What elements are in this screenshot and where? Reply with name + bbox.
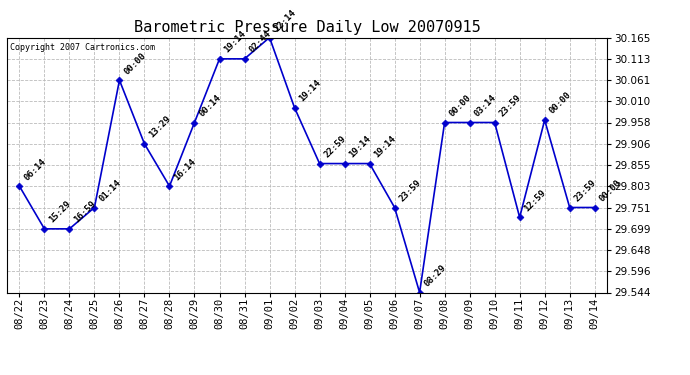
- Text: 02:44: 02:44: [247, 29, 273, 55]
- Text: 22:14: 22:14: [273, 8, 297, 33]
- Text: 03:14: 03:14: [473, 93, 497, 118]
- Text: 15:29: 15:29: [47, 200, 72, 225]
- Text: 06:14: 06:14: [22, 157, 48, 182]
- Text: 08:29: 08:29: [422, 263, 448, 288]
- Text: 01:14: 01:14: [97, 178, 123, 203]
- Text: 22:59: 22:59: [322, 134, 348, 159]
- Text: 00:14: 00:14: [197, 93, 223, 118]
- Text: 23:59: 23:59: [397, 178, 423, 203]
- Text: 12:59: 12:59: [522, 188, 548, 213]
- Text: 00:00: 00:00: [122, 51, 148, 76]
- Text: Copyright 2007 Cartronics.com: Copyright 2007 Cartronics.com: [10, 43, 155, 52]
- Text: 16:14: 16:14: [172, 157, 197, 182]
- Text: 00:00: 00:00: [447, 93, 473, 118]
- Text: 23:59: 23:59: [497, 93, 523, 118]
- Text: 16:59: 16:59: [72, 200, 97, 225]
- Text: 19:14: 19:14: [297, 78, 323, 104]
- Text: 19:14: 19:14: [222, 29, 248, 55]
- Text: 23:59: 23:59: [573, 178, 598, 203]
- Text: 00:00: 00:00: [598, 178, 623, 203]
- Text: 00:00: 00:00: [547, 90, 573, 116]
- Text: 19:14: 19:14: [347, 134, 373, 159]
- Text: 13:29: 13:29: [147, 114, 172, 140]
- Text: 19:14: 19:14: [373, 134, 397, 159]
- Title: Barometric Pressure Daily Low 20070915: Barometric Pressure Daily Low 20070915: [134, 20, 480, 35]
